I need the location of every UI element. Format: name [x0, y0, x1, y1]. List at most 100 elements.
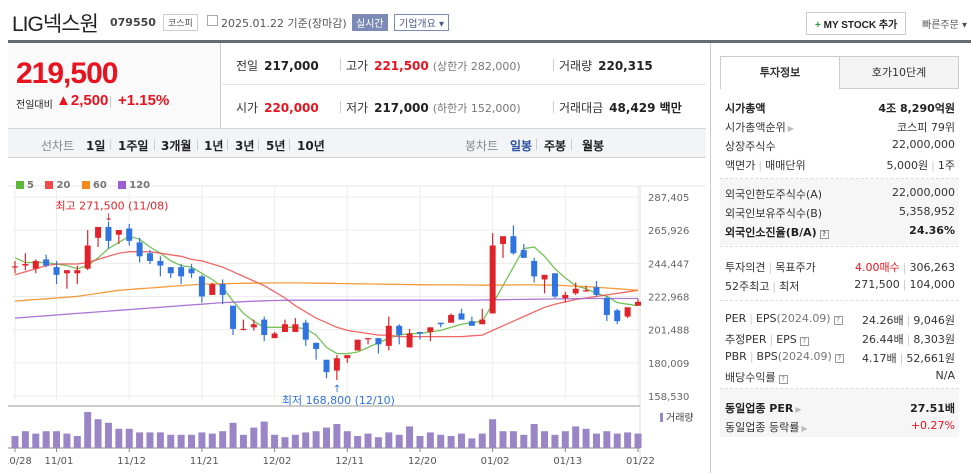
market-cap-section: 시가총액 4조 8,290억원 시가총액순위 ▶ 코스피 79위 상장주식수 22,00…	[720, 98, 959, 174]
company-overview-dropdown[interactable]: 기업개요 ▾	[394, 14, 449, 31]
chart-legend: 5 20 60 120	[16, 180, 158, 191]
opinion-row: 투자의견 | 목표주가 4.00매수 | 306,263	[720, 257, 959, 276]
header-divider	[8, 40, 971, 43]
change-value: ▲2,500	[56, 92, 109, 109]
per-row: PER | EPS(2024.09)? 24.26배 | 9,046원	[720, 310, 959, 329]
help-icon[interactable]: ?	[778, 375, 788, 384]
market-cap-rank-row[interactable]: 시가총액순위 ▶ 코스피 79위	[720, 117, 959, 136]
divider	[553, 59, 554, 71]
divider	[154, 139, 155, 150]
divider: |	[772, 280, 777, 293]
tab-order-book[interactable]: 호가10단계	[839, 56, 959, 89]
svg-text:201,488: 201,488	[648, 326, 689, 337]
est-per-value: 26.44배 | 8,303원	[862, 331, 955, 347]
price-summary: 219,500 전일대비 ▲2,500 +1.15%	[8, 43, 221, 128]
divider	[197, 139, 198, 150]
range-1d[interactable]: 1일	[86, 139, 106, 153]
dividend-row: 배당수익률? N/A	[720, 367, 959, 386]
info-tabs: 투자정보 호가10단계	[720, 56, 959, 89]
legend-ma5: 5	[16, 180, 34, 191]
par-label: 액면가	[725, 159, 756, 172]
change-label: 전일대비	[16, 100, 53, 111]
current-price: 219,500	[16, 57, 118, 90]
foreign-hold-label: 외국인보유주식수(B)	[725, 207, 823, 220]
realtime-button[interactable]: 실시간	[352, 14, 388, 31]
candle-monthly[interactable]: 월봉	[582, 139, 605, 153]
market-cap-label: 시가총액	[725, 102, 766, 115]
legend-ma120: 120	[118, 180, 150, 191]
range-10y[interactable]: 10년	[297, 139, 325, 153]
est-eps-number: 8,303원	[913, 333, 955, 346]
w52-row: 52주최고 | 최저 271,500 | 104,000	[720, 276, 959, 295]
divider: |	[902, 261, 907, 274]
ma5-swatch	[16, 181, 24, 189]
svg-text:287,405: 287,405	[648, 193, 689, 204]
legend-label: 60	[92, 180, 107, 191]
range-3m[interactable]: 3개월	[161, 139, 192, 153]
shares-row: 상장주식수 22,000,000	[720, 136, 959, 155]
divider	[340, 59, 341, 71]
candle-weekly[interactable]: 주봉	[544, 139, 567, 153]
range-3y[interactable]: 3년	[235, 139, 255, 153]
foreign-ratio-value: 24.36%	[909, 224, 955, 237]
pbr-label-text: PBR	[725, 350, 747, 363]
company-name: LIG넥스원	[12, 13, 99, 36]
svg-text:180,009: 180,009	[648, 359, 689, 370]
sector-change-row[interactable]: 동일업종 등락률 ▶ +0.27%	[720, 417, 959, 436]
pbr-date: (2024.09)	[777, 350, 832, 363]
help-icon[interactable]: ?	[819, 230, 829, 239]
svg-text:158,530: 158,530	[648, 392, 689, 403]
quick-order-dropdown[interactable]: 빠른주문 ▾	[922, 20, 967, 31]
range-5y[interactable]: 5년	[266, 139, 286, 153]
sector-per-value: 27.51배	[910, 402, 955, 415]
trade-value-value: 48,429 백만	[609, 101, 682, 115]
divider	[110, 96, 111, 108]
divider: |	[768, 261, 773, 274]
help-icon[interactable]: ?	[834, 354, 844, 363]
candle-chart-label: 봉차트	[465, 139, 499, 153]
tab-investment-info[interactable]: 투자정보	[720, 56, 840, 89]
legend-label: 5	[27, 180, 34, 191]
svg-text:최고 271,500 (11/08): 최고 271,500 (11/08)	[55, 200, 168, 213]
target-label: 목표주가	[775, 261, 816, 274]
low-label: 저가	[346, 101, 369, 115]
open-label: 시가	[236, 101, 259, 115]
divider	[571, 139, 572, 150]
svg-text:↑: ↑	[333, 384, 341, 395]
divider	[720, 246, 959, 247]
open-value: 220,000	[264, 101, 319, 115]
range-1y[interactable]: 1년	[204, 139, 224, 153]
base-date: 2025.01.22 기준(장마감)	[221, 17, 347, 30]
low-value: 217,000	[374, 101, 429, 115]
add-my-stock-button[interactable]: + MY STOCK 추가	[806, 12, 907, 35]
sector-per-row[interactable]: 동일업종 PER ▶ 27.51배	[720, 398, 959, 417]
per-value: 24.26배 | 9,046원	[862, 312, 955, 328]
upper-limit: (상한가 282,000)	[432, 60, 521, 73]
svg-text:222,968: 222,968	[648, 292, 689, 303]
svg-text:244,447: 244,447	[648, 259, 689, 270]
stock-header: LIG넥스원 079550 코스피 2025.01.22 기준(장마감) 실시간…	[0, 0, 971, 40]
range-1w[interactable]: 1주일	[118, 139, 149, 153]
help-icon[interactable]: ?	[833, 316, 843, 325]
price-chart[interactable]: 287,405 265,926 244,447 222,968 201,488 180,0…	[8, 170, 706, 473]
caret-right-icon: ▶	[795, 405, 802, 414]
label-text: 동일업종 등락률	[725, 421, 800, 434]
help-icon[interactable]: ?	[799, 337, 809, 346]
market-badge: 코스피	[163, 14, 198, 31]
prev-close: 전일 217,000	[236, 57, 319, 74]
volume-stat: 거래량 220,315	[559, 57, 653, 74]
bps-number: 52,661원	[906, 352, 955, 365]
caret-right-icon: ▶	[787, 124, 794, 133]
svg-text:11/12: 11/12	[117, 456, 146, 467]
high-price: 고가 221,500 (상한가 282,000)	[346, 57, 521, 74]
add-my-stock-label: MY STOCK 추가	[820, 20, 898, 31]
svg-text:01/13: 01/13	[553, 456, 582, 467]
opinion-section: 투자의견 | 목표주가 4.00매수 | 306,263 52주최고 | 최저 271,500 |…	[720, 257, 959, 295]
candle-daily[interactable]: 일봉	[510, 139, 533, 153]
bps-label: BPS	[756, 350, 778, 363]
market-cap-value: 4조 8,290억원	[878, 102, 955, 115]
stock-code: 079550	[110, 16, 156, 29]
legend-label: 120	[129, 180, 151, 191]
w52-high-label: 52주최고	[725, 280, 770, 293]
svg-text:11/01: 11/01	[45, 456, 74, 467]
